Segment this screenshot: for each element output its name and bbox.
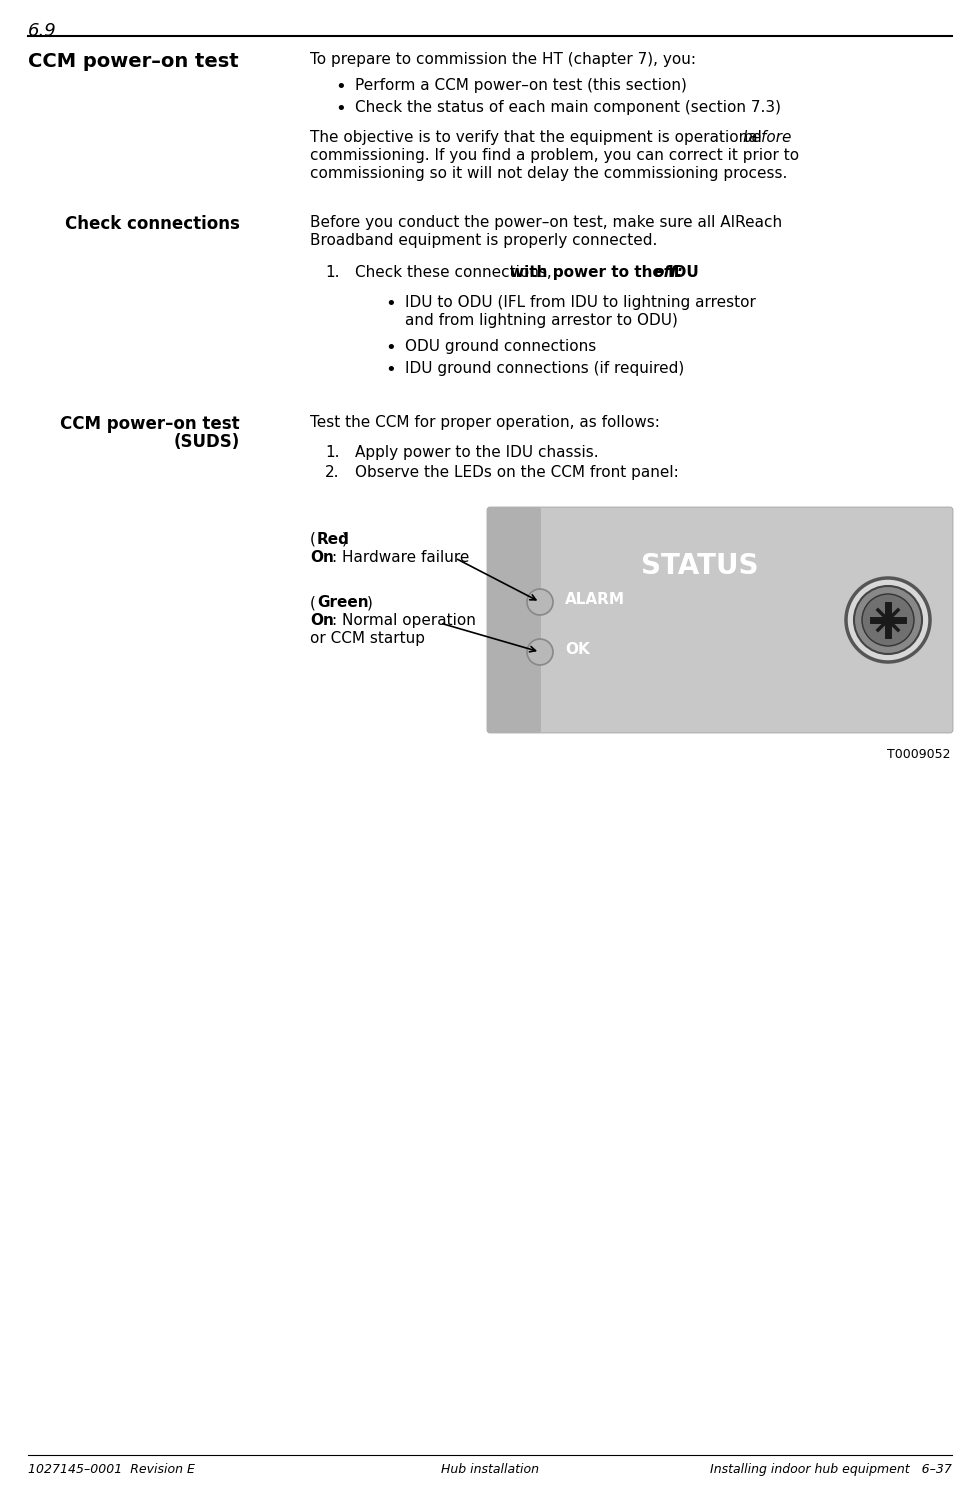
Text: •: • bbox=[385, 339, 396, 357]
Text: : Normal operation: : Normal operation bbox=[332, 613, 476, 628]
Circle shape bbox=[527, 590, 553, 615]
Circle shape bbox=[854, 587, 922, 654]
Text: Hub installation: Hub installation bbox=[441, 1464, 539, 1476]
Text: Apply power to the IDU chassis.: Apply power to the IDU chassis. bbox=[355, 445, 599, 460]
Circle shape bbox=[846, 578, 930, 663]
Circle shape bbox=[527, 639, 553, 666]
Text: Check the status of each main component (section 7.3): Check the status of each main component … bbox=[355, 100, 781, 115]
Text: 2.: 2. bbox=[325, 465, 339, 479]
Text: •: • bbox=[385, 295, 396, 313]
Text: T0009052: T0009052 bbox=[887, 747, 950, 761]
FancyBboxPatch shape bbox=[487, 506, 541, 733]
Text: •: • bbox=[385, 360, 396, 380]
Text: (: ( bbox=[310, 596, 316, 610]
Text: (: ( bbox=[310, 532, 316, 546]
Text: ): ) bbox=[342, 532, 348, 546]
FancyBboxPatch shape bbox=[487, 506, 953, 733]
Text: 6.9: 6.9 bbox=[28, 22, 57, 40]
Text: (SUDS): (SUDS) bbox=[173, 433, 240, 451]
Text: or CCM startup: or CCM startup bbox=[310, 631, 425, 646]
Text: 1027145–0001  Revision E: 1027145–0001 Revision E bbox=[28, 1464, 195, 1476]
Text: ALARM: ALARM bbox=[565, 593, 625, 608]
Text: •: • bbox=[335, 100, 346, 118]
Text: with power to the IDU: with power to the IDU bbox=[510, 265, 704, 280]
Text: Perform a CCM power–on test (this section): Perform a CCM power–on test (this sectio… bbox=[355, 77, 687, 92]
Text: Before you conduct the power–on test, make sure all AIReach: Before you conduct the power–on test, ma… bbox=[310, 214, 782, 229]
Text: Red: Red bbox=[317, 532, 350, 546]
Text: IDU ground connections (if required): IDU ground connections (if required) bbox=[405, 360, 684, 377]
Text: : Hardware failure: : Hardware failure bbox=[332, 549, 469, 564]
Text: To prepare to commission the HT (chapter 7), you:: To prepare to commission the HT (chapter… bbox=[310, 52, 696, 67]
Text: 1.: 1. bbox=[325, 265, 339, 280]
Text: Installing indoor hub equipment   6–37: Installing indoor hub equipment 6–37 bbox=[710, 1464, 952, 1476]
Text: OK: OK bbox=[565, 642, 590, 657]
Text: Observe the LEDs on the CCM front panel:: Observe the LEDs on the CCM front panel: bbox=[355, 465, 679, 479]
Text: commissioning. If you find a problem, you can correct it prior to: commissioning. If you find a problem, yo… bbox=[310, 147, 799, 162]
Text: STATUS: STATUS bbox=[641, 552, 759, 581]
Circle shape bbox=[862, 594, 914, 646]
Text: Check connections: Check connections bbox=[65, 214, 240, 232]
Text: CCM power–on test: CCM power–on test bbox=[28, 52, 238, 71]
Text: Check these connections,: Check these connections, bbox=[355, 265, 557, 280]
Text: •: • bbox=[335, 77, 346, 95]
Text: before: before bbox=[742, 130, 792, 144]
Text: 1.: 1. bbox=[325, 445, 339, 460]
Text: Test the CCM for proper operation, as follows:: Test the CCM for proper operation, as fo… bbox=[310, 415, 660, 430]
Text: Green: Green bbox=[317, 596, 368, 610]
Text: and from lightning arrestor to ODU): and from lightning arrestor to ODU) bbox=[405, 313, 678, 328]
Text: IDU to ODU (IFL from IDU to lightning arrestor: IDU to ODU (IFL from IDU to lightning ar… bbox=[405, 295, 756, 310]
Text: On: On bbox=[310, 613, 334, 628]
Text: On: On bbox=[310, 549, 334, 564]
Text: commissioning so it will not delay the commissioning process.: commissioning so it will not delay the c… bbox=[310, 165, 787, 182]
Text: CCM power–on test: CCM power–on test bbox=[61, 415, 240, 433]
Text: ): ) bbox=[367, 596, 372, 610]
Text: ODU ground connections: ODU ground connections bbox=[405, 339, 596, 354]
Text: Broadband equipment is properly connected.: Broadband equipment is properly connecte… bbox=[310, 232, 658, 249]
Text: off:: off: bbox=[653, 265, 683, 280]
Text: The objective is to verify that the equipment is operational: The objective is to verify that the equi… bbox=[310, 130, 766, 144]
